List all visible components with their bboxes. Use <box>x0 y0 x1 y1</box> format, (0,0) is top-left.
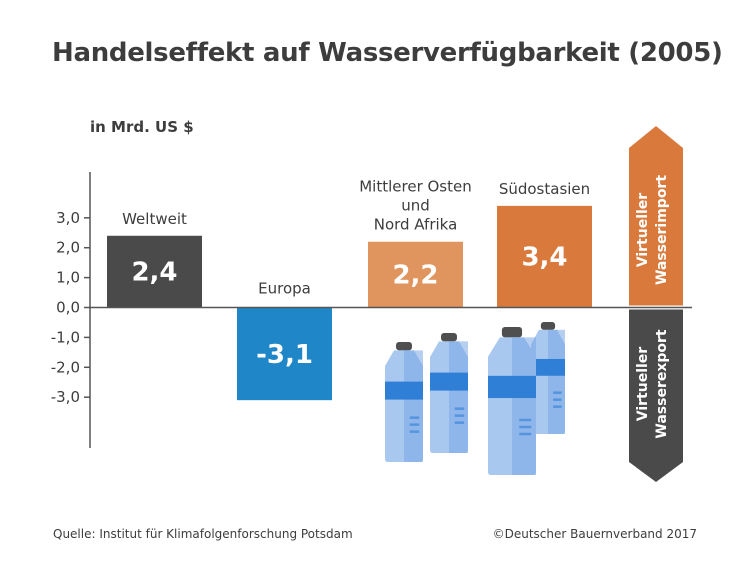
water-bottle-icon <box>385 342 423 462</box>
bar-value-label: 2,2 <box>392 261 438 291</box>
source-note: Quelle: Institut für Klimafolgenforschun… <box>53 527 353 541</box>
water-bottle-icon <box>531 322 565 434</box>
y-axis-group: 3,0 2,0 1,0 0,0 -1,0 -2,0 -3,0 <box>51 172 692 448</box>
y-tick-label: 1,0 <box>56 269 80 287</box>
y-tick-label: 2,0 <box>56 239 80 257</box>
bottle-mark <box>409 423 420 426</box>
category-label: Weltweit <box>122 210 187 228</box>
bottle-cap <box>540 322 556 330</box>
bottle-shade <box>548 329 565 434</box>
export-label: Wasserexport <box>654 329 670 439</box>
category-label: Europa <box>258 280 311 298</box>
bottle-label <box>385 381 423 400</box>
water-bottle-icon <box>488 327 536 475</box>
bottle-shade <box>512 337 536 475</box>
y-tick-label: -2,0 <box>51 358 80 376</box>
bottle-mark <box>409 416 420 419</box>
bottle-cap <box>501 327 523 338</box>
y-tick-label: 0,0 <box>56 299 80 317</box>
bottle-shade <box>404 350 423 462</box>
bottle-mark <box>553 398 562 401</box>
bottle-shade <box>449 341 468 453</box>
bottle-mark <box>454 421 465 424</box>
bottle-mark <box>519 425 532 429</box>
import-arrow-up <box>629 126 683 306</box>
bar-3 <box>497 205 592 308</box>
chart-title: Handelseffekt auf Wasserverfügbarkeit (2… <box>52 38 723 68</box>
bottle-mark <box>553 391 562 394</box>
bottle-mark <box>454 407 465 410</box>
bar-0 <box>107 235 202 308</box>
bottle-mark <box>519 418 532 422</box>
bar-2 <box>368 241 463 308</box>
export-arrow-down <box>629 309 683 482</box>
bottle-label <box>430 372 468 391</box>
category-label: Mittlerer Osten <box>359 178 472 196</box>
y-tick-label: -1,0 <box>51 328 80 346</box>
export-label: Virtueller <box>635 347 651 422</box>
bottle-mark <box>454 414 465 417</box>
bottle-mark <box>553 405 562 408</box>
import-label: Wasserimport <box>654 175 670 285</box>
unit-label: in Mrd. US $ <box>90 118 194 136</box>
bottle-cap <box>396 342 412 351</box>
bottle-mark <box>519 432 532 436</box>
bottle-cap <box>441 333 457 342</box>
bottle-label <box>488 375 536 399</box>
bar-value-label: -3,1 <box>256 340 313 370</box>
bottle-mark <box>409 430 420 433</box>
category-label: Nord Afrika <box>374 216 458 234</box>
bar-1 <box>237 307 332 401</box>
category-label: und <box>401 197 430 215</box>
import-label: Virtueller <box>635 193 651 268</box>
copyright-note: ©Deutscher Bauernverband 2017 <box>492 527 697 541</box>
bottle-label <box>531 358 565 376</box>
bars-group: 2,4 Weltweit -3,1 Europa 2,2 Mittlerer Ostenu… <box>107 178 592 401</box>
bar-value-label: 2,4 <box>131 258 177 288</box>
y-tick-label: 3,0 <box>56 209 80 227</box>
category-label: Südostasien <box>499 180 590 198</box>
y-tick-label: -3,0 <box>51 388 80 406</box>
water-bottle-icon <box>430 333 468 453</box>
bar-value-label: 3,4 <box>521 243 567 273</box>
water-bottles-illustration <box>385 322 565 475</box>
